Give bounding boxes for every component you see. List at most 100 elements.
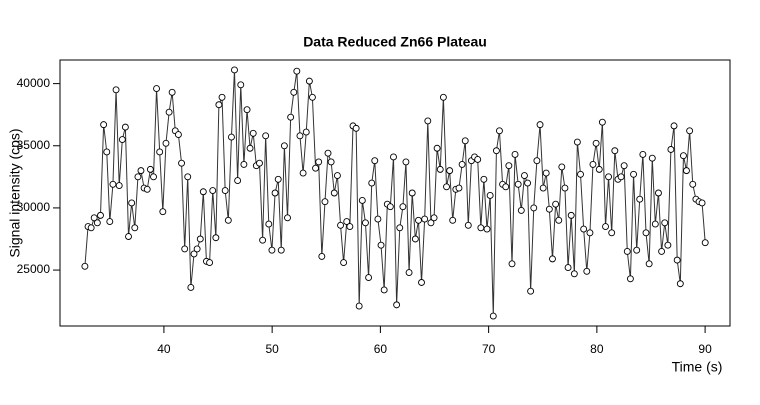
data-point xyxy=(443,183,450,191)
data-point xyxy=(611,147,619,155)
x-tick-label: 70 xyxy=(482,342,496,356)
data-point xyxy=(312,164,320,172)
data-point xyxy=(231,66,238,74)
data-point xyxy=(680,152,687,160)
data-point xyxy=(368,179,376,187)
data-point xyxy=(386,203,394,211)
x-tick-label: 90 xyxy=(698,342,712,356)
data-point xyxy=(215,101,223,109)
data-point xyxy=(408,189,416,197)
data-point xyxy=(81,262,89,270)
data-point xyxy=(374,215,382,223)
data-point xyxy=(199,188,207,196)
data-point xyxy=(137,167,145,175)
data-point xyxy=(87,224,95,232)
data-point xyxy=(623,247,631,255)
data-point xyxy=(686,127,694,135)
data-point xyxy=(181,245,189,253)
data-point xyxy=(280,142,288,150)
data-point xyxy=(430,214,438,222)
data-point xyxy=(187,284,195,291)
data-point xyxy=(221,187,229,194)
data-point xyxy=(249,129,257,137)
data-point xyxy=(168,88,176,96)
data-point xyxy=(549,255,556,263)
data-point xyxy=(380,286,388,294)
data-point xyxy=(533,157,541,165)
data-point xyxy=(461,137,469,145)
data-point xyxy=(598,118,606,126)
data-point xyxy=(327,158,335,166)
data-point xyxy=(524,179,532,187)
data-point xyxy=(561,184,569,192)
data-point xyxy=(103,148,111,156)
data-point xyxy=(299,169,307,177)
data-point xyxy=(474,155,482,163)
data-point xyxy=(333,172,341,180)
x-tick-label: 40 xyxy=(157,342,171,356)
data-point xyxy=(318,252,326,260)
data-point xyxy=(296,132,304,140)
data-point xyxy=(315,158,323,166)
data-point xyxy=(605,173,613,181)
data-point xyxy=(639,151,647,158)
data-point xyxy=(642,229,650,237)
data-point xyxy=(134,173,142,181)
data-point xyxy=(517,206,525,214)
data-point xyxy=(502,183,510,191)
x-tick-label: 60 xyxy=(374,342,388,356)
data-point xyxy=(265,220,273,228)
x-tick-label: 50 xyxy=(265,342,279,356)
data-point xyxy=(567,211,575,219)
data-point xyxy=(651,220,659,228)
data-point xyxy=(415,216,422,224)
data-point xyxy=(355,302,363,310)
data-point xyxy=(580,225,588,233)
data-point xyxy=(371,157,379,165)
data-point xyxy=(193,245,201,253)
data-point xyxy=(661,219,669,227)
data-point xyxy=(162,139,170,147)
data-point xyxy=(246,144,254,152)
data-point xyxy=(667,146,675,153)
data-point xyxy=(586,229,594,237)
data-point xyxy=(165,108,173,116)
data-point xyxy=(664,241,672,249)
data-point xyxy=(190,250,198,258)
data-point xyxy=(577,170,584,178)
data-point xyxy=(308,93,316,101)
data-point xyxy=(118,136,126,144)
data-point xyxy=(90,214,98,222)
data-point xyxy=(655,189,662,197)
data-point xyxy=(527,287,535,295)
data-point xyxy=(321,198,329,206)
data-point xyxy=(477,224,485,232)
data-point xyxy=(362,219,369,227)
data-point xyxy=(449,216,457,224)
data-point xyxy=(620,162,628,170)
data-point xyxy=(521,172,528,180)
data-point xyxy=(542,169,550,177)
data-point xyxy=(539,184,547,192)
data-point xyxy=(324,149,332,157)
y-tick-label: 35000 xyxy=(17,138,51,152)
data-point xyxy=(109,180,117,188)
data-point xyxy=(555,216,563,224)
data-point xyxy=(178,159,186,167)
data-point xyxy=(206,259,214,267)
data-point xyxy=(293,67,301,75)
data-point xyxy=(424,117,432,125)
data-point xyxy=(455,184,463,192)
data-point xyxy=(146,165,154,173)
data-point xyxy=(399,203,407,211)
data-point xyxy=(602,223,609,231)
data-point xyxy=(159,208,167,216)
data-point xyxy=(530,204,538,212)
plot-frame xyxy=(59,59,731,327)
data-point xyxy=(274,175,282,183)
data-point xyxy=(558,163,566,171)
data-point xyxy=(626,275,634,283)
data-point xyxy=(271,189,279,197)
data-point xyxy=(676,280,684,288)
